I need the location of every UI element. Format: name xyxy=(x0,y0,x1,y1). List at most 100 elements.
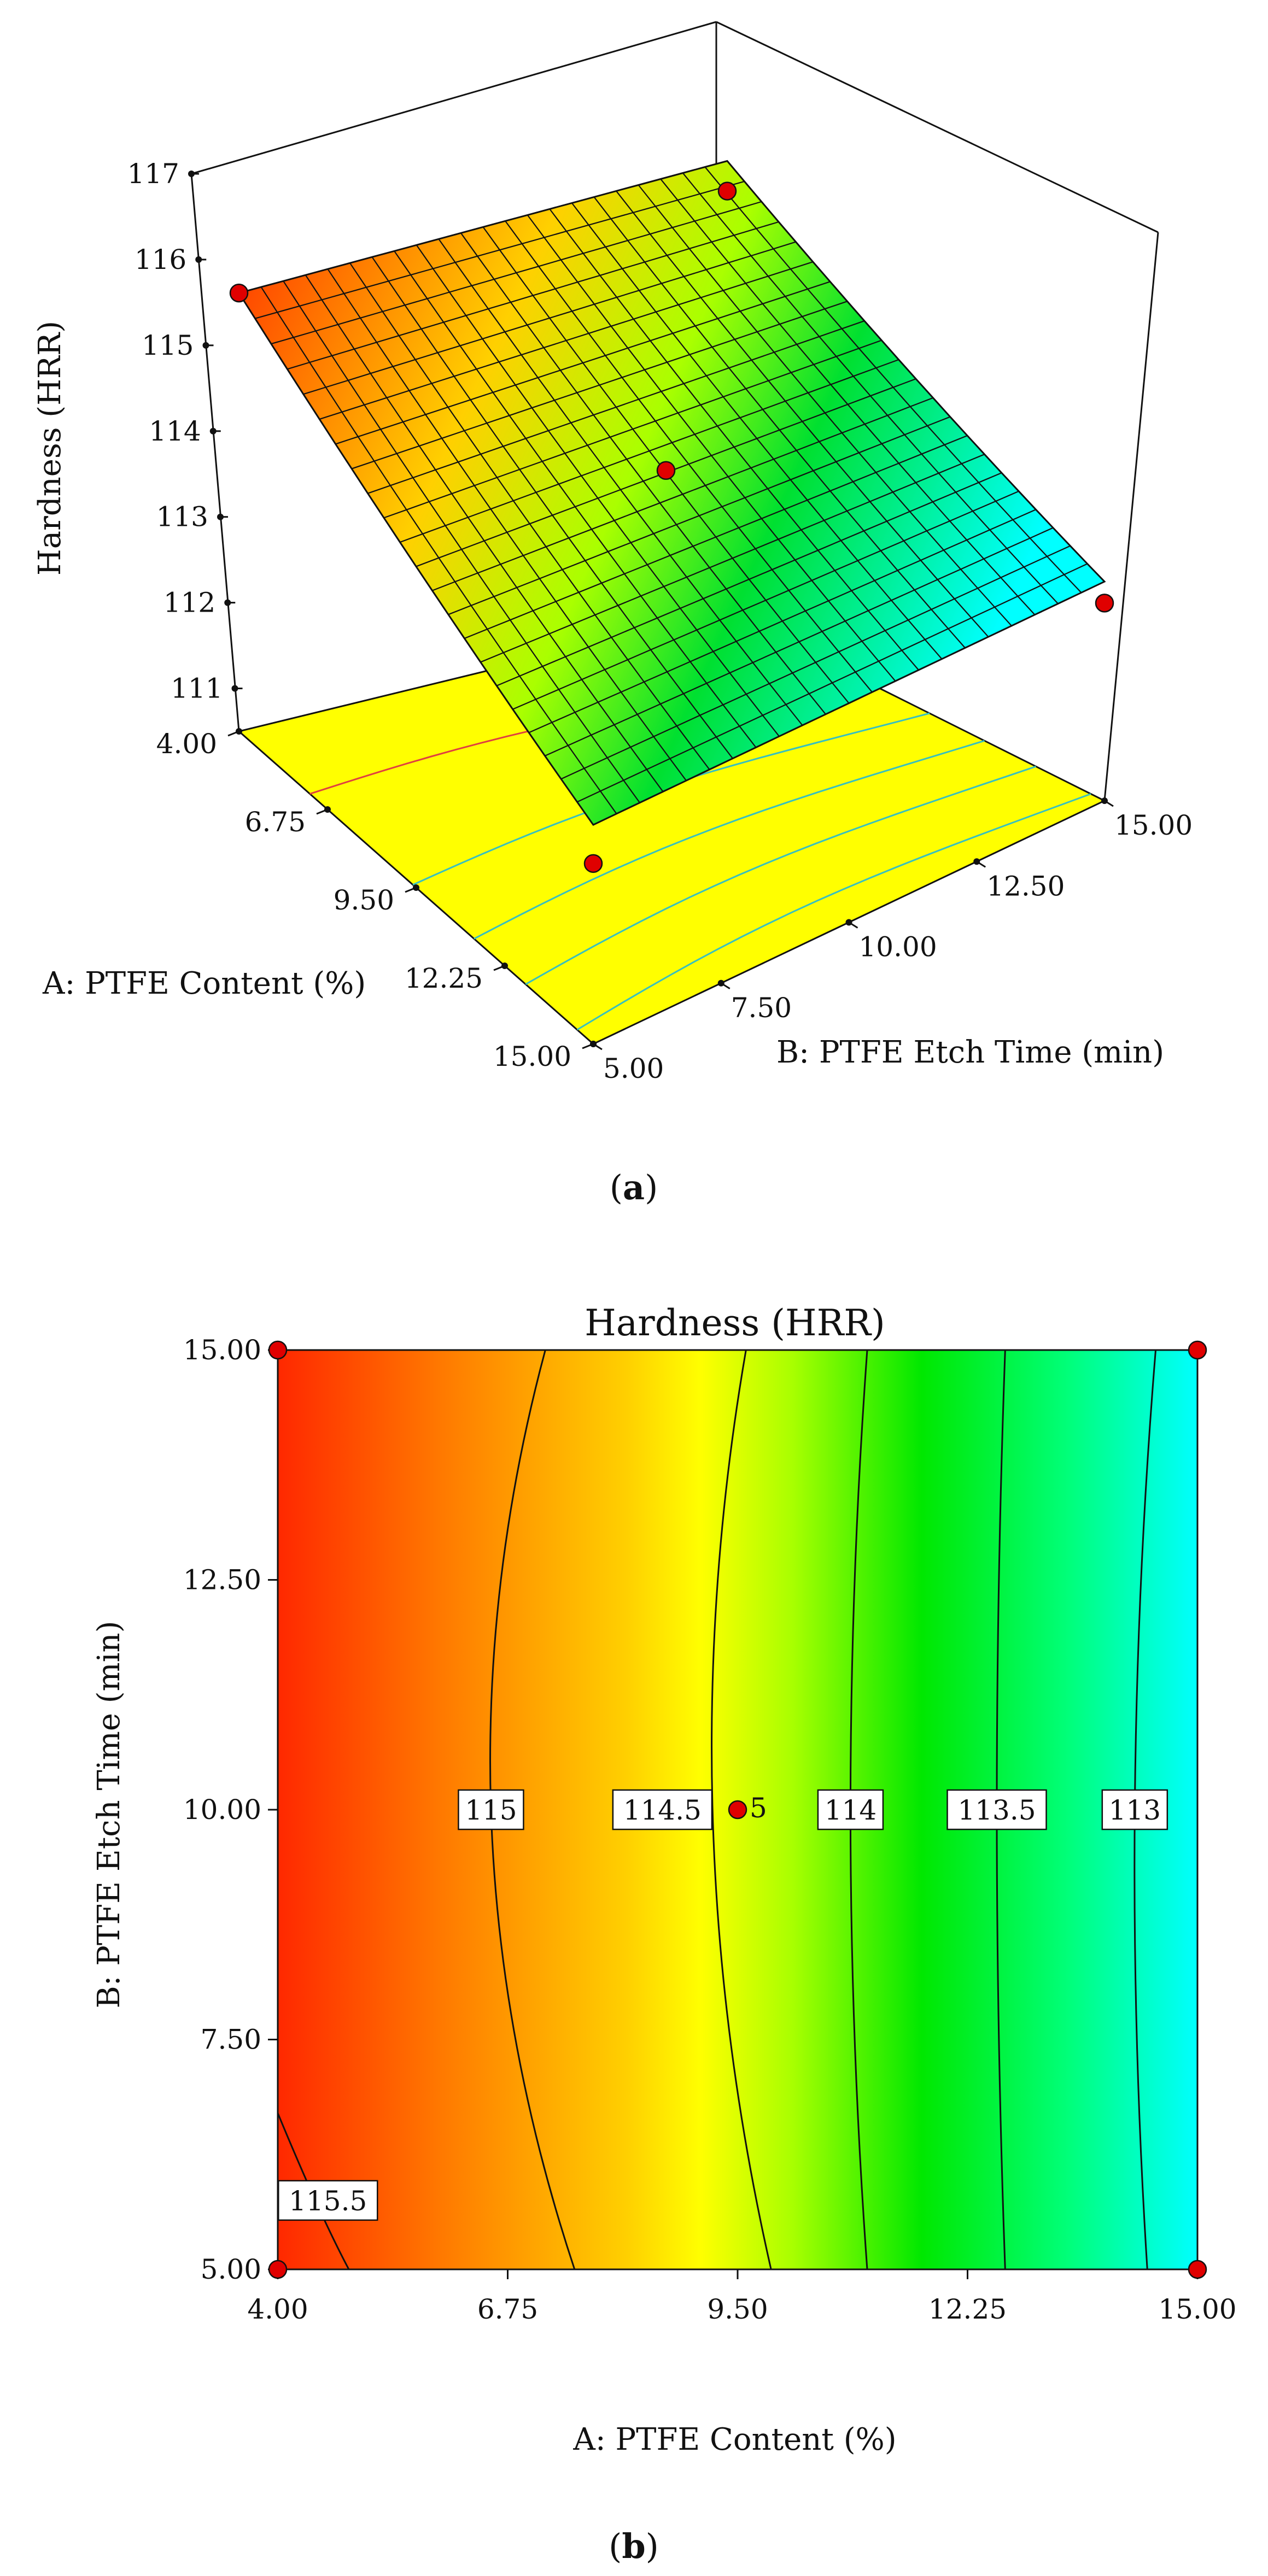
z-tick-dot xyxy=(202,342,209,349)
design-point xyxy=(268,2260,288,2279)
a-tick-label: 4.00 xyxy=(156,728,217,760)
design-point xyxy=(656,461,676,480)
a-tick-dot xyxy=(501,963,508,969)
panel-a-surface-plot: 117 116 115 114 113 112 111 Hardness (HRR) 4.0… xyxy=(32,21,1193,1207)
b-axis-ticks: 5.00 7.50 10.00 12.50 15.00 xyxy=(590,797,1193,1084)
design-point xyxy=(1095,594,1114,613)
contour-label: 114 xyxy=(825,1794,877,1826)
caption-open: ( xyxy=(609,2526,622,2566)
design-point xyxy=(728,1800,747,1820)
b-tick-dot xyxy=(590,1041,597,1047)
mesh-line-b xyxy=(416,244,780,737)
z-axis-label: Hardness (HRR) xyxy=(32,321,68,576)
z-tick-label: 115 xyxy=(142,330,194,361)
y-tick-label: 5.00 xyxy=(201,2254,261,2285)
box-edge-right xyxy=(1103,232,1159,801)
x-tick-label: 12.25 xyxy=(928,2293,1007,2325)
y-tick-label: 10.00 xyxy=(183,1794,261,1826)
x-tick-label: 15.00 xyxy=(1158,2293,1236,2325)
y-tick-label: 12.50 xyxy=(183,1564,261,1596)
design-point xyxy=(717,181,737,201)
z-tick-label: 113 xyxy=(156,501,208,533)
contour-label: 113.5 xyxy=(957,1794,1036,1826)
mesh-line-b xyxy=(327,268,687,781)
mesh-line-b xyxy=(505,220,873,693)
a-tick-dot xyxy=(413,884,419,891)
b-tick-dot xyxy=(973,858,980,865)
b-tick-label: 15.00 xyxy=(1114,809,1193,841)
z-tick-dot xyxy=(195,256,202,263)
design-points xyxy=(229,181,1114,873)
z-tick-label: 111 xyxy=(171,673,223,705)
design-point-count-label: 5 xyxy=(750,1792,767,1824)
z-tick-label: 112 xyxy=(163,587,215,619)
mesh-line-b xyxy=(704,166,1082,594)
x-axis-ticks: 4.00 6.75 9.50 12.25 15.00 xyxy=(247,2269,1237,2325)
mesh-line-b xyxy=(571,202,943,660)
z-tick-label: 116 xyxy=(135,244,186,275)
x-tick-label: 4.00 xyxy=(247,2293,308,2325)
mesh-line-b xyxy=(660,178,1036,615)
design-point xyxy=(268,1340,288,1360)
mesh-line-b xyxy=(371,256,733,759)
mesh-line-b xyxy=(549,208,919,671)
box-edge-top-right xyxy=(716,21,1159,233)
caption-letter: a xyxy=(623,1167,645,1207)
caption-close: ) xyxy=(646,2526,659,2566)
b-tick-label: 12.50 xyxy=(986,870,1065,902)
a-tick-label: 15.00 xyxy=(493,1041,571,1072)
x-axis-label: A: PTFE Content (%) xyxy=(572,2422,896,2457)
b-axis-label: B: PTFE Etch Time (min) xyxy=(776,1035,1164,1070)
contour-label: 115.5 xyxy=(289,2185,367,2217)
design-point xyxy=(1188,1340,1207,1360)
a-tick-label: 9.50 xyxy=(334,884,394,916)
contour-label-box xyxy=(612,1789,713,1830)
a-tick-label: 6.75 xyxy=(245,806,306,838)
z-tick-label: 117 xyxy=(127,158,179,190)
mesh-line-b xyxy=(349,262,710,770)
contour-label-box xyxy=(277,2180,378,2221)
mesh-line-b xyxy=(260,286,617,814)
floor-contour-line xyxy=(474,740,985,940)
b-tick-label: 7.50 xyxy=(731,992,792,1024)
mesh-line-b xyxy=(238,292,594,825)
z-axis-ticks: 117 116 115 114 113 112 111 xyxy=(127,158,243,705)
design-points: 5 xyxy=(268,1340,1207,2279)
a-tick-label: 12.25 xyxy=(405,963,483,994)
z-tick-dot xyxy=(209,427,217,435)
y-axis-label: B: PTFE Etch Time (min) xyxy=(91,1621,127,2008)
z-tick-dot xyxy=(188,171,195,177)
caption-close: ) xyxy=(645,1167,658,1207)
contour-label: 115 xyxy=(465,1794,517,1826)
contour-label-box xyxy=(458,1789,524,1830)
design-point xyxy=(1188,2260,1207,2279)
panel-a-caption: (a) xyxy=(610,1167,658,1207)
mesh-line-b xyxy=(727,160,1105,582)
mesh-line-b xyxy=(394,250,757,748)
floor-contour-line xyxy=(576,793,1091,1031)
b-tick-dot xyxy=(845,919,852,926)
z-tick-dot xyxy=(224,599,231,606)
x-tick-label: 6.75 xyxy=(477,2293,538,2325)
mesh-line-b xyxy=(593,196,966,649)
contour-label-box xyxy=(1101,1789,1168,1830)
y-tick-label: 15.00 xyxy=(183,1334,261,1366)
mesh-line-b xyxy=(438,238,803,726)
contour-label-box xyxy=(946,1789,1047,1830)
a-tick-dot xyxy=(324,806,331,813)
mesh-line-b xyxy=(283,280,640,803)
mesh-line-b xyxy=(638,184,1012,626)
contour-labels: 115.5 115 114.5 114 113.5 113 xyxy=(277,1789,1168,2221)
y-tick-label: 7.50 xyxy=(201,2024,261,2056)
mesh-line-b xyxy=(305,274,664,793)
mesh-line-b xyxy=(460,232,826,715)
y-axis-ticks: 5.00 7.50 10.00 12.50 15.00 xyxy=(183,1334,278,2285)
mesh-line-b xyxy=(527,214,896,682)
contour-label: 113 xyxy=(1109,1794,1161,1826)
caption-open: ( xyxy=(610,1167,623,1207)
mesh-line-b xyxy=(682,172,1059,605)
design-point xyxy=(229,283,249,303)
mesh-line-b xyxy=(616,190,989,637)
